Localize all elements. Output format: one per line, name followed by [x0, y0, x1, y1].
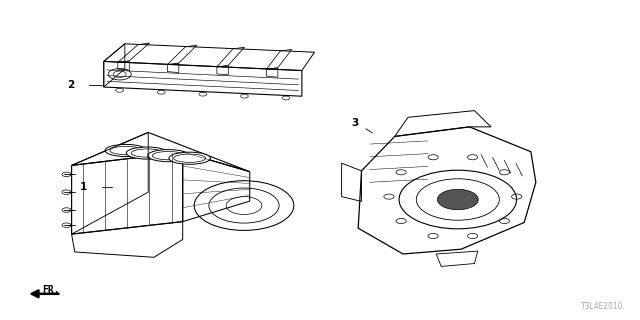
- Ellipse shape: [148, 149, 189, 162]
- Ellipse shape: [105, 144, 147, 156]
- Circle shape: [437, 189, 478, 210]
- Ellipse shape: [126, 147, 168, 159]
- Text: 1: 1: [79, 182, 87, 192]
- Text: 2: 2: [67, 80, 74, 90]
- Text: T3L4E2010: T3L4E2010: [580, 302, 623, 311]
- Text: 3: 3: [351, 118, 359, 128]
- Ellipse shape: [169, 152, 211, 164]
- Text: FR.: FR.: [42, 285, 60, 295]
